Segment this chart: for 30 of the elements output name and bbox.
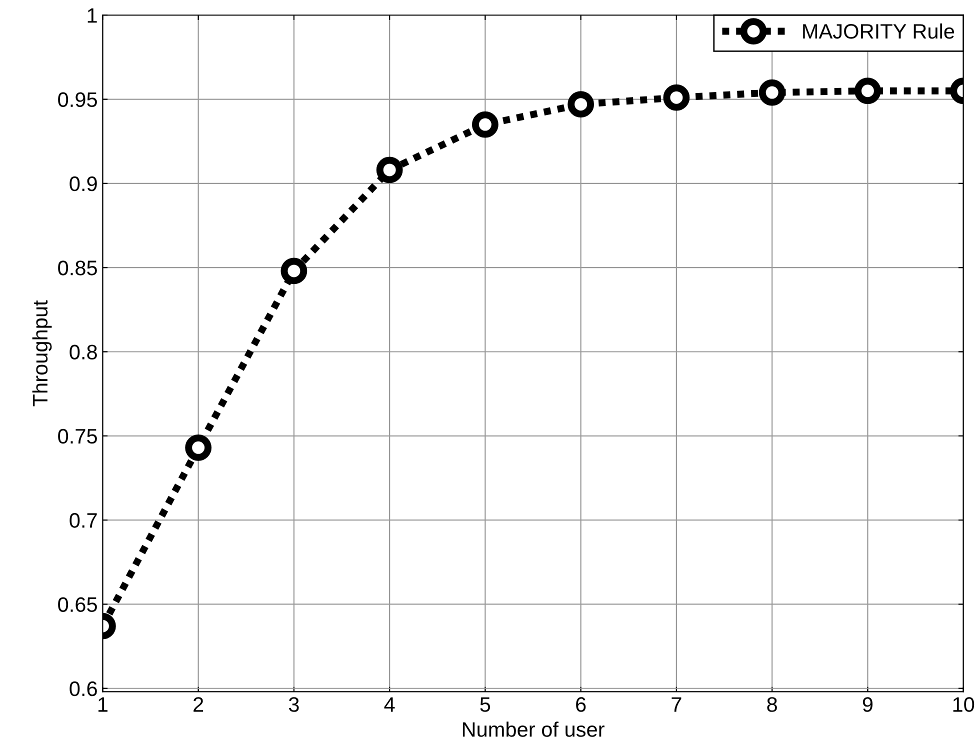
point	[758, 79, 786, 106]
y-tick-label: 0.9	[70, 176, 97, 192]
x-tick-label: 2	[194, 697, 204, 712]
point	[185, 434, 212, 461]
point	[472, 111, 498, 138]
legend-label: MAJORITY Rule	[803, 23, 954, 39]
y-axis-title: Throughput	[32, 300, 52, 406]
y-tick-label: 0.75	[58, 428, 97, 444]
point	[376, 156, 403, 184]
x-tick-label: 5	[480, 697, 490, 712]
x-tick-label: 8	[767, 697, 777, 712]
point	[854, 78, 881, 104]
x-tick-label: 4	[384, 697, 395, 712]
point	[568, 91, 594, 118]
point	[663, 84, 690, 111]
y-tick-label: 0.65	[58, 597, 97, 612]
x-tick-label: 9	[862, 697, 873, 712]
y-tick-label: 0.85	[58, 260, 97, 276]
y-tick-label: 0.8	[70, 344, 97, 360]
x-tick-label: 3	[288, 697, 299, 712]
y-tick-label: 0.6	[70, 681, 97, 696]
x-tick-label: 10	[953, 697, 974, 712]
x-tick-label: 6	[576, 697, 586, 712]
x-tick-label: 1	[98, 697, 108, 712]
x-axis-title: Number of user	[462, 722, 604, 737]
point	[280, 258, 308, 284]
y-tick-label: 1	[88, 8, 97, 23]
y-tick-label: 0.7	[70, 513, 97, 528]
x-tick-label: 7	[672, 697, 682, 712]
y-tick-label: 0.95	[58, 92, 97, 108]
